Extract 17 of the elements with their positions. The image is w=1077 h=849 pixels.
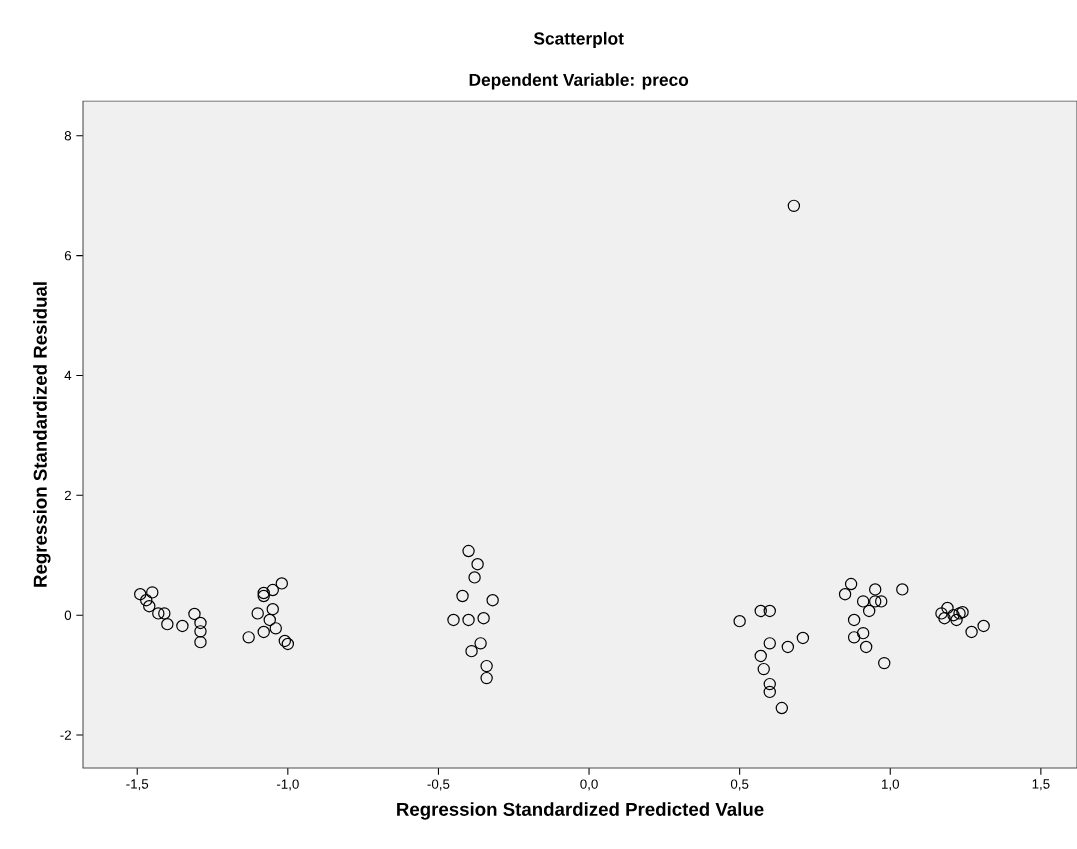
x-tick-label: 0,0: [580, 779, 598, 791]
chart-title: Scatterplot: [533, 31, 624, 49]
y-tick-label: 6: [64, 250, 72, 261]
x-tick-label: 1,0: [882, 779, 900, 791]
y-axis-title: Regression Standardized Residual: [33, 282, 51, 587]
chart-subtitle: Dependent Variable: preco: [469, 73, 689, 90]
x-tick-label: -1,5: [126, 779, 149, 791]
y-tick-label: -2: [60, 730, 71, 740]
x-tick-label: 1,5: [1032, 779, 1050, 791]
x-tick-label: -1,0: [276, 779, 299, 791]
x-tick-label: -0,5: [427, 779, 450, 791]
y-tick-label: 0: [64, 610, 72, 620]
y-tick-label: 8: [64, 131, 72, 141]
y-tick-label: 2: [64, 490, 71, 500]
x-axis-title: Regression Standardized Predicted Value: [397, 802, 764, 820]
x-tick-label: 0,5: [730, 779, 749, 791]
y-tick-label: 4: [64, 370, 72, 381]
